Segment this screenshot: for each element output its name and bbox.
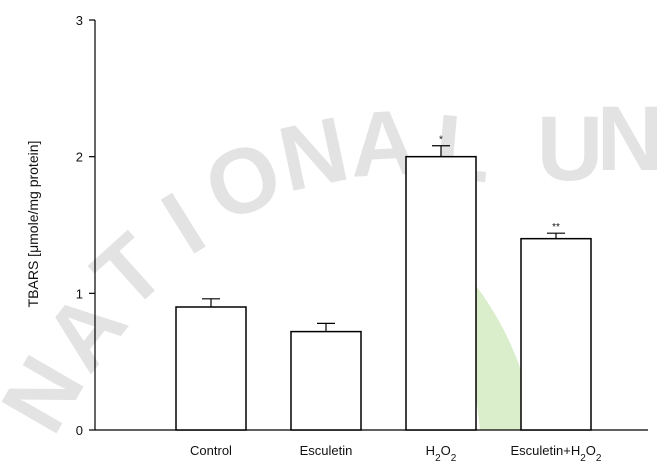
x-tick-label: Control xyxy=(190,443,232,458)
x-tick-label: Esculetin+H2O2 xyxy=(511,443,602,464)
y-tick-label: 3 xyxy=(76,13,83,28)
watermark-letter: N xyxy=(597,88,663,190)
x-tick-label: Esculetin xyxy=(300,443,353,458)
y-tick-label: 0 xyxy=(76,423,83,438)
bars: *** xyxy=(175,135,592,431)
significance-mark: * xyxy=(439,135,443,146)
bar xyxy=(520,237,592,431)
y-tick-label: 1 xyxy=(76,286,83,301)
bar xyxy=(175,306,247,431)
y-axis-label: TBARS [μmole/mg protein] xyxy=(25,141,41,308)
y-tick-label: 2 xyxy=(76,150,83,165)
labels: Control Esculetin H2O2 Esculetin+H2O2 xyxy=(190,443,602,464)
bar xyxy=(290,330,362,431)
x-tick-label: H2O2 xyxy=(426,443,457,464)
bar xyxy=(405,155,477,431)
watermark-letter: U xyxy=(537,98,603,200)
significance-mark: ** xyxy=(552,222,560,233)
